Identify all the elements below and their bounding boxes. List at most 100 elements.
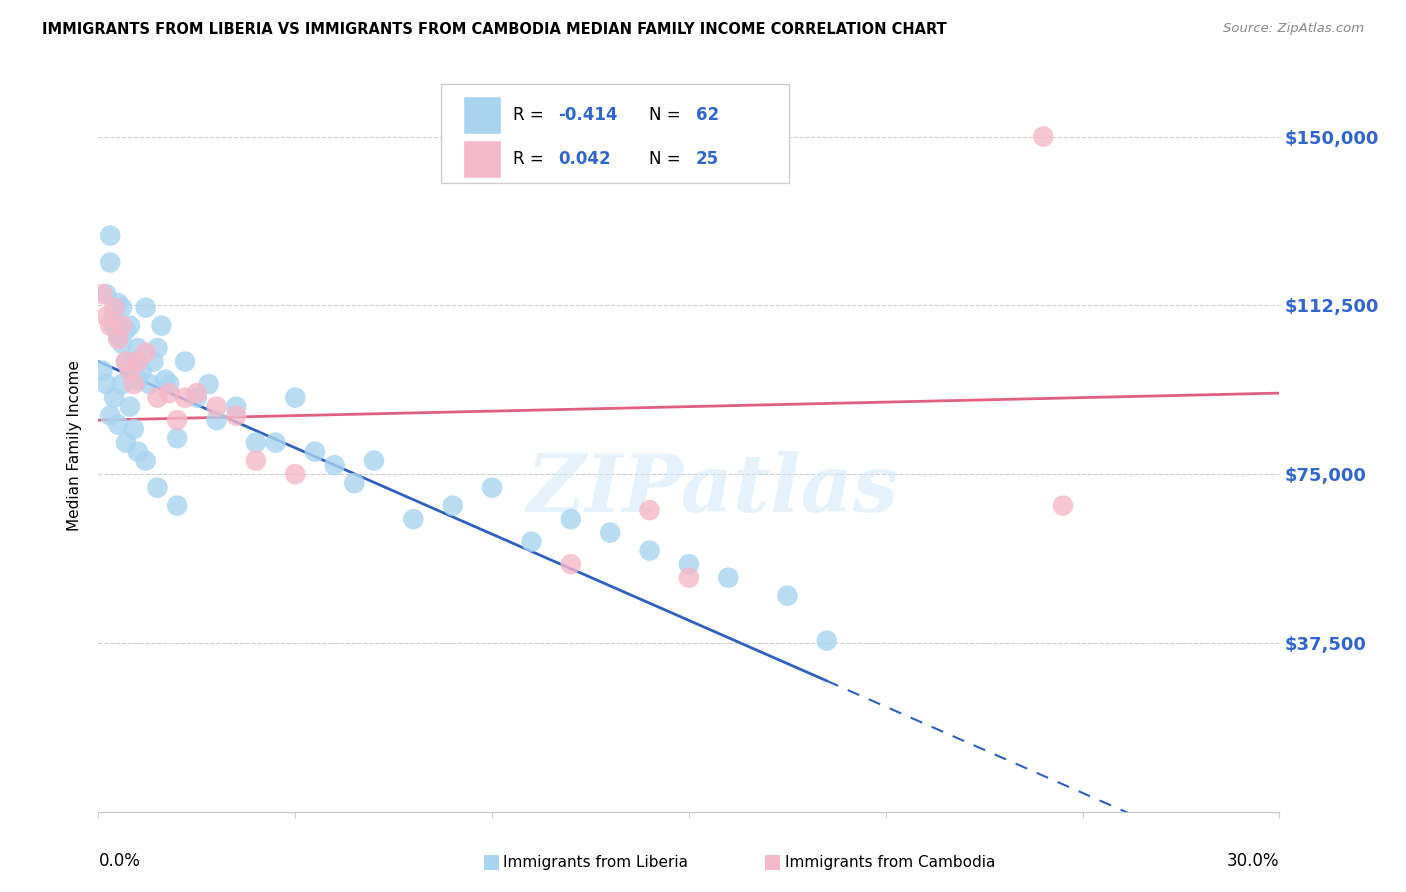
Point [103, 301, 125, 315]
Point [155, 373, 177, 387]
Point [98, 318, 121, 333]
Text: R =: R = [513, 106, 548, 124]
Text: 0.042: 0.042 [558, 150, 610, 168]
Point [91, 287, 114, 301]
Point [96, 377, 118, 392]
Point [205, 400, 228, 414]
Point [717, 571, 740, 585]
Point [103, 318, 125, 333]
Point [103, 310, 125, 324]
Point [122, 354, 145, 368]
Point [131, 363, 153, 377]
Point [186, 386, 208, 401]
Point [776, 589, 799, 603]
Point [481, 481, 503, 495]
Point [678, 557, 700, 571]
Point [96, 287, 118, 301]
Point [186, 391, 208, 405]
Point [197, 377, 219, 392]
Text: Source: ZipAtlas.com: Source: ZipAtlas.com [1223, 22, 1364, 36]
Text: R =: R = [513, 150, 548, 168]
Point [343, 476, 366, 491]
Point [157, 386, 180, 401]
Point [118, 363, 141, 377]
Text: ZIPatlas: ZIPatlas [526, 451, 898, 529]
Point [245, 435, 267, 450]
Point [323, 458, 346, 472]
Point [122, 377, 145, 392]
Text: -0.414: -0.414 [558, 106, 617, 124]
Text: Immigrants from Liberia: Immigrants from Liberia [503, 855, 689, 870]
Point [520, 534, 543, 549]
Point [118, 400, 141, 414]
Point [146, 391, 169, 405]
FancyBboxPatch shape [464, 140, 501, 178]
Bar [484, 855, 499, 871]
Point [441, 499, 464, 513]
Point [127, 341, 149, 355]
Point [560, 557, 582, 571]
Point [127, 373, 149, 387]
Point [111, 377, 134, 392]
Point [146, 481, 169, 495]
Point [115, 323, 138, 337]
Bar [765, 855, 780, 871]
Text: Immigrants from Cambodia: Immigrants from Cambodia [785, 855, 995, 870]
Point [166, 499, 188, 513]
Point [284, 467, 307, 482]
Point [225, 400, 247, 414]
Point [111, 336, 134, 351]
Point [122, 422, 145, 436]
Point [638, 503, 661, 517]
Point [638, 543, 661, 558]
FancyBboxPatch shape [464, 96, 501, 134]
Point [146, 341, 169, 355]
Point [111, 318, 134, 333]
Point [304, 444, 326, 458]
Point [127, 444, 149, 458]
Point [98, 255, 121, 269]
Point [815, 633, 838, 648]
Point [363, 453, 385, 467]
Point [96, 62, 118, 76]
Point [135, 453, 157, 467]
Point [166, 431, 188, 445]
Point [111, 301, 134, 315]
Point [599, 525, 621, 540]
Text: N =: N = [648, 150, 686, 168]
Text: N =: N = [648, 106, 686, 124]
Point [103, 391, 125, 405]
Point [150, 318, 173, 333]
Point [560, 512, 582, 526]
Point [96, 310, 118, 324]
Text: IMMIGRANTS FROM LIBERIA VS IMMIGRANTS FROM CAMBODIA MEDIAN FAMILY INCOME CORRELA: IMMIGRANTS FROM LIBERIA VS IMMIGRANTS FR… [42, 22, 946, 37]
Point [174, 391, 197, 405]
Point [107, 417, 129, 432]
Point [107, 296, 129, 310]
Point [115, 354, 138, 368]
Text: 25: 25 [696, 150, 718, 168]
Point [205, 413, 228, 427]
Point [157, 377, 180, 392]
Text: 30.0%: 30.0% [1227, 852, 1279, 870]
Point [98, 228, 121, 243]
Point [91, 363, 114, 377]
Point [245, 453, 267, 467]
Point [1052, 499, 1074, 513]
Point [166, 413, 188, 427]
Point [135, 301, 157, 315]
Point [402, 512, 425, 526]
Point [264, 435, 287, 450]
Point [118, 318, 141, 333]
Point [115, 354, 138, 368]
Point [142, 354, 165, 368]
Point [225, 409, 247, 423]
Point [127, 354, 149, 368]
Point [107, 332, 129, 346]
Y-axis label: Median Family Income: Median Family Income [67, 360, 83, 532]
Point [678, 571, 700, 585]
FancyBboxPatch shape [441, 84, 789, 183]
Point [284, 391, 307, 405]
Point [138, 377, 160, 392]
Text: 0.0%: 0.0% [98, 852, 141, 870]
